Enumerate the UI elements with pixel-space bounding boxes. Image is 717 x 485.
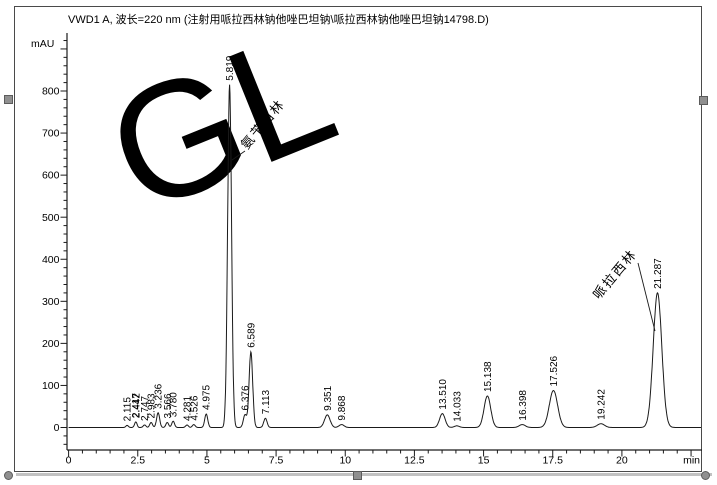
svg-text:9.351: 9.351 — [323, 385, 334, 410]
svg-text:6.589: 6.589 — [246, 322, 257, 347]
svg-text:200: 200 — [42, 338, 60, 350]
svg-text:0: 0 — [66, 455, 72, 467]
svg-text:19.242: 19.242 — [596, 389, 607, 420]
svg-text:17.5: 17.5 — [542, 455, 563, 467]
svg-text:16.398: 16.398 — [518, 390, 529, 421]
svg-text:2.5: 2.5 — [130, 455, 145, 467]
svg-text:3.780: 3.780 — [169, 392, 180, 417]
y-axis-unit: mAU — [31, 38, 54, 50]
selection-handle-right[interactable] — [699, 96, 708, 105]
svg-text:2.983: 2.983 — [147, 393, 158, 418]
svg-text:12.5: 12.5 — [404, 455, 425, 467]
svg-text:700: 700 — [42, 128, 60, 140]
svg-text:7.113: 7.113 — [261, 389, 272, 414]
svg-text:21.287: 21.287 — [653, 258, 664, 289]
svg-text:4.975: 4.975 — [202, 385, 213, 410]
watermark: GL — [84, 0, 357, 247]
svg-text:5.819: 5.819 — [225, 55, 236, 80]
axes — [66, 33, 702, 451]
svg-text:4.281: 4.281 — [183, 396, 194, 421]
svg-text:17.526: 17.526 — [549, 355, 560, 386]
svg-text:15: 15 — [478, 455, 490, 467]
peak-labels: 2.1152.4172.4422.7472.9833.2363.5663.780… — [123, 55, 664, 422]
svg-text:0: 0 — [54, 422, 60, 434]
svg-text:2.747: 2.747 — [140, 396, 151, 421]
svg-text:4.526: 4.526 — [189, 395, 200, 420]
svg-text:9.868: 9.868 — [337, 395, 348, 420]
selection-handle-bottom-left[interactable] — [4, 471, 13, 480]
svg-text:20: 20 — [616, 455, 628, 467]
svg-text:600: 600 — [42, 170, 60, 182]
selection-handle-bottom-center[interactable] — [353, 471, 362, 480]
svg-text:800: 800 — [42, 86, 60, 98]
svg-text:2.442: 2.442 — [132, 393, 143, 418]
svg-text:10: 10 — [339, 455, 351, 467]
y-axis-labels: 0 100 200 300 400 500 600 700 800 mAU — [31, 38, 60, 434]
svg-text:400: 400 — [42, 254, 60, 266]
x-axis-unit: min — [683, 455, 700, 467]
svg-text:GL: GL — [84, 0, 357, 247]
chromatogram-title: VWD1 A, 波长=220 nm (注射用哌拉西林钠他唑巴坦钠\哌拉西林钠他唑… — [68, 14, 489, 26]
svg-text:7.5: 7.5 — [269, 455, 284, 467]
svg-text:2.115: 2.115 — [123, 397, 134, 422]
frame-shadow — [16, 473, 712, 476]
selected-image-frame[interactable] — [14, 6, 702, 472]
svg-text:100: 100 — [42, 380, 60, 392]
selection-handle-left[interactable] — [4, 95, 13, 104]
svg-text:3.566: 3.566 — [163, 393, 174, 418]
y-axis-ticks — [60, 40, 67, 445]
x-axis-ticks — [68, 450, 692, 457]
svg-text:3.236: 3.236 — [154, 383, 165, 408]
svg-text:300: 300 — [42, 296, 60, 308]
svg-text:15.138: 15.138 — [483, 361, 494, 392]
svg-text:5: 5 — [204, 455, 210, 467]
svg-text:14.033: 14.033 — [452, 391, 463, 422]
svg-text:6.376: 6.376 — [241, 385, 252, 410]
signal-trace — [68, 84, 701, 428]
svg-text:哌拉西林: 哌拉西林 — [590, 246, 640, 302]
selection-handle-bottom-right[interactable] — [701, 471, 710, 480]
x-axis-labels: 0 2.5 5 7.5 10 12.5 15 17.5 20 min — [66, 455, 700, 467]
svg-text:13.510: 13.510 — [438, 379, 449, 410]
svg-text:2.417: 2.417 — [131, 393, 142, 418]
svg-text:500: 500 — [42, 212, 60, 224]
